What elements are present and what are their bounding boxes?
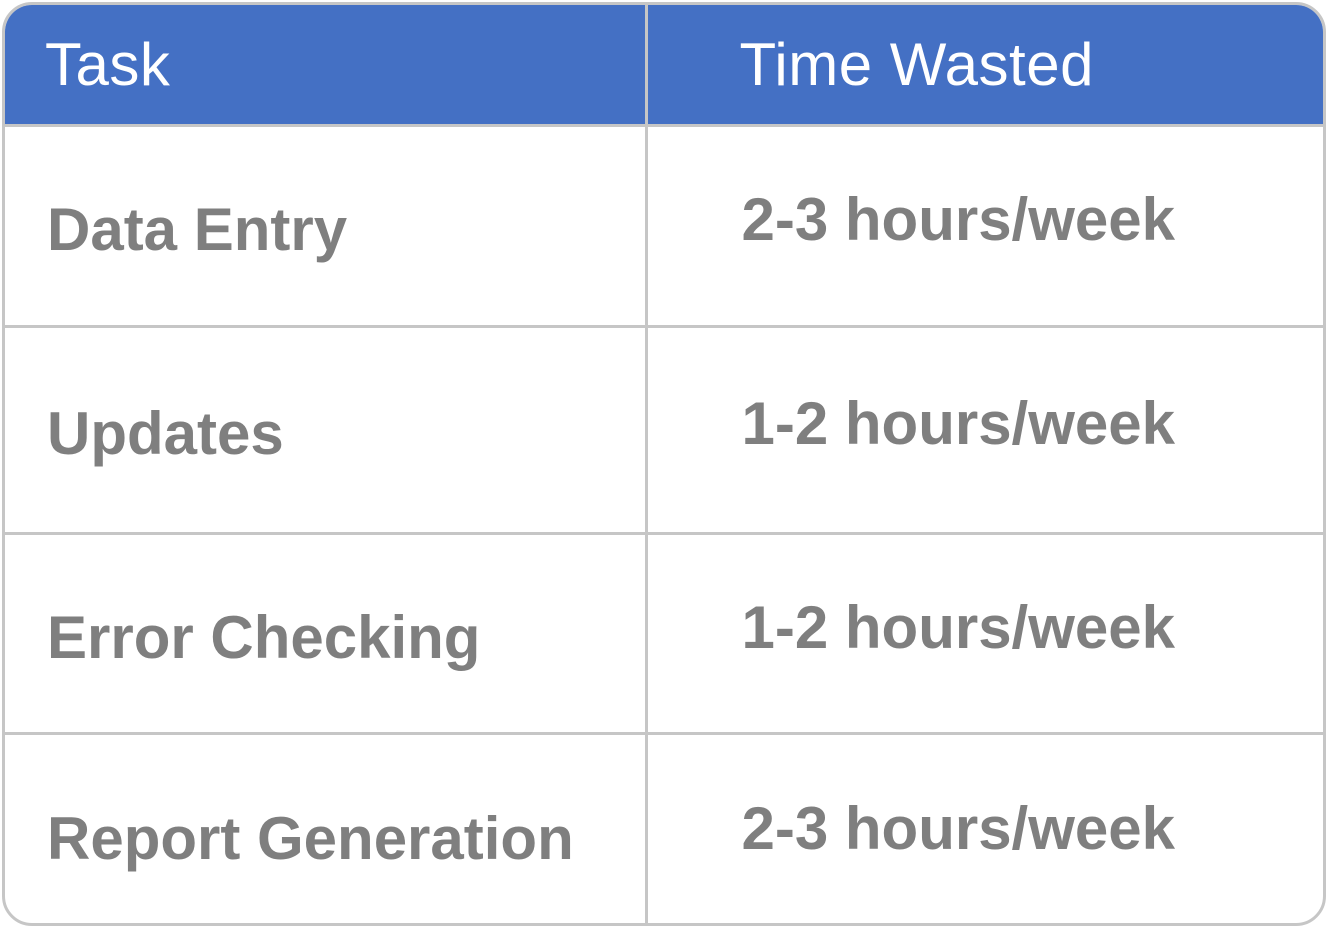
task-label: Updates xyxy=(47,400,284,467)
task-label: Error Checking xyxy=(47,603,481,671)
task-cell: Error Checking xyxy=(5,531,648,733)
task-label: Report Generation xyxy=(47,804,574,872)
time-cell: 1-2 hours/week xyxy=(646,324,1323,533)
task-cell: Data Entry xyxy=(5,123,648,326)
task-label: Data Entry xyxy=(47,196,348,263)
header-time-wasted: Time Wasted xyxy=(646,5,1323,125)
table-header-row: Task Time Wasted xyxy=(5,5,1323,125)
task-table: Task Time Wasted Data Entry 2-3 hours/we… xyxy=(5,5,1323,923)
time-cell: 1-2 hours/week xyxy=(646,531,1323,733)
header-task: Task xyxy=(5,5,648,125)
task-cell: Updates xyxy=(5,324,648,533)
table-row: Data Entry 2-3 hours/week xyxy=(5,123,1323,326)
table-row: Error Checking 1-2 hours/week xyxy=(5,531,1323,733)
time-cell: 2-3 hours/week xyxy=(646,731,1323,923)
time-cell: 2-3 hours/week xyxy=(646,123,1323,326)
task-cell: Report Generation xyxy=(5,731,648,923)
table-row: Report Generation 2-3 hours/week xyxy=(5,731,1323,923)
table-row: Updates 1-2 hours/week xyxy=(5,324,1323,533)
